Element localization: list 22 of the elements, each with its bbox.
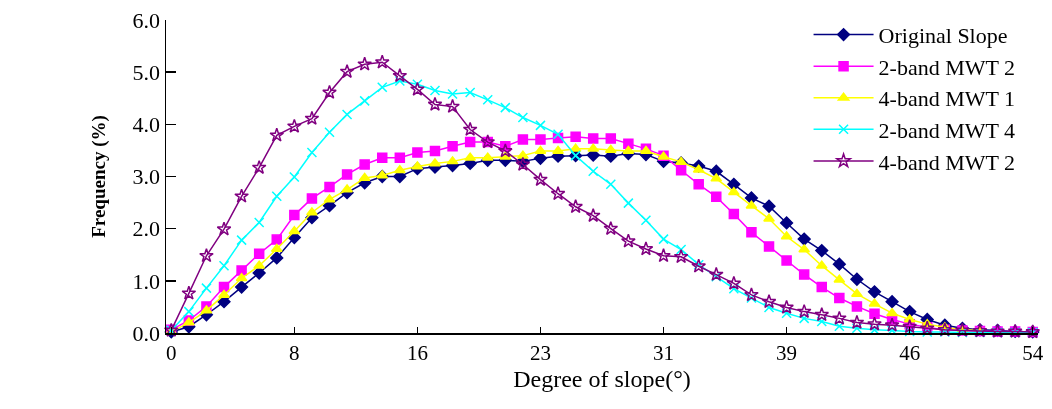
legend-label: 2-band MWT 4 bbox=[878, 117, 1016, 143]
x-tick-label: 31 bbox=[653, 340, 675, 365]
x-tick-label: 16 bbox=[406, 340, 428, 365]
legend-label: 2-band MWT 2 bbox=[878, 54, 1016, 80]
y-tick-label: 4.0 bbox=[132, 112, 161, 138]
y-tick-label: 2.0 bbox=[132, 216, 161, 242]
x-tick-label: 23 bbox=[529, 340, 551, 365]
y-tick-label: 5.0 bbox=[132, 59, 161, 85]
legend-label: 4-band MWT 2 bbox=[878, 149, 1016, 175]
y-tick-label: 6.0 bbox=[132, 7, 161, 33]
legend-label: 4-band MWT 1 bbox=[878, 86, 1016, 112]
y-axis-title: Frequency (%) bbox=[87, 115, 110, 238]
x-axis-title: Degree of slope(°) bbox=[513, 365, 691, 392]
x-tick-label: 0 bbox=[166, 340, 177, 365]
x-tick-label: 39 bbox=[776, 340, 798, 365]
y-tick-label: 3.0 bbox=[132, 164, 161, 190]
y-tick-label: 1.0 bbox=[132, 268, 161, 294]
legend-label: Original Slope bbox=[878, 23, 1008, 49]
x-tick-label: 54 bbox=[1022, 340, 1044, 365]
x-tick-label: 46 bbox=[899, 340, 921, 365]
x-tick-label: 8 bbox=[289, 340, 300, 365]
y-tick-label: 0.0 bbox=[132, 320, 161, 346]
